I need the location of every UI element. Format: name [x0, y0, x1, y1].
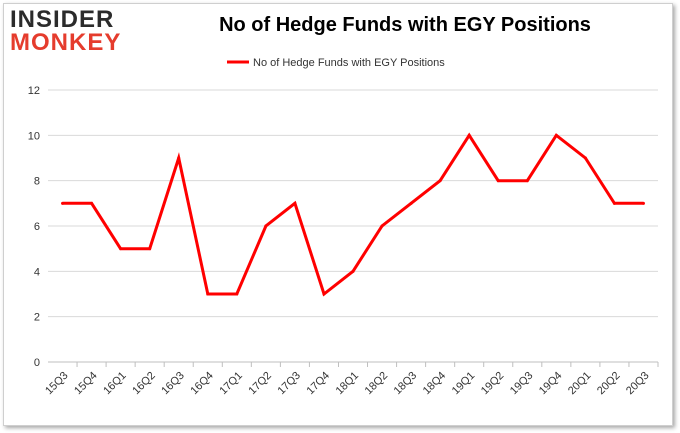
- y-tick-label: 2: [34, 312, 40, 324]
- x-tick-label: 18Q4: [421, 370, 449, 398]
- x-tick-label: 16Q3: [159, 370, 187, 398]
- x-tick-label: 19Q4: [537, 370, 565, 398]
- x-tick-label: 20Q3: [624, 370, 652, 398]
- x-tick-label: 17Q3: [276, 370, 304, 398]
- x-tick-label: 17Q2: [246, 370, 274, 398]
- legend: No of Hedge Funds with EGY Positions: [227, 57, 445, 69]
- gridlines: [48, 89, 658, 363]
- logo-line-2: MONKEY: [10, 29, 122, 56]
- data-point: [554, 133, 558, 137]
- data-point: [293, 201, 297, 205]
- chart-title: No of Hedge Funds with EGY Positions: [219, 14, 591, 36]
- data-point: [148, 247, 152, 251]
- data-point: [409, 201, 413, 205]
- x-tick-label: 16Q1: [101, 370, 129, 398]
- x-tick-label: 19Q2: [479, 370, 507, 398]
- x-tick-label: 19Q3: [508, 370, 536, 398]
- y-tick-label: 12: [28, 85, 40, 97]
- x-tick-label: 18Q2: [363, 370, 391, 398]
- data-point: [322, 292, 326, 296]
- logo-line-1: INSIDER: [10, 6, 115, 33]
- y-tick-label: 8: [34, 176, 40, 188]
- y-axis: 0 2 4 6 8 10 12: [28, 85, 40, 369]
- x-tick-label: 18Q3: [392, 370, 420, 398]
- x-axis: 15Q3 15Q4 16Q1 16Q2 16Q3 16Q4 17Q1 17Q2 17Q3 17Q4…: [43, 361, 659, 398]
- x-tick-label: 16Q2: [130, 370, 158, 398]
- data-point: [583, 156, 587, 160]
- data-point: [467, 133, 471, 137]
- series-layer: [61, 132, 645, 297]
- data-point: [235, 292, 239, 296]
- data-point: [525, 179, 529, 183]
- x-tick-label: 17Q4: [305, 370, 333, 398]
- y-tick-label: 6: [34, 221, 40, 233]
- x-tick-label: 20Q2: [595, 370, 623, 398]
- x-tick-label: 17Q1: [217, 370, 245, 398]
- x-tick-label: 16Q4: [188, 370, 216, 398]
- data-point: [90, 201, 94, 205]
- data-point: [264, 224, 268, 228]
- data-point: [351, 269, 355, 273]
- data-point: [61, 201, 65, 205]
- x-tick-label: 18Q1: [334, 370, 362, 398]
- x-tick-label: 15Q3: [43, 370, 71, 398]
- data-point: [496, 179, 500, 183]
- data-point: [380, 224, 384, 228]
- data-point: [206, 292, 210, 296]
- y-tick-label: 10: [28, 130, 40, 142]
- x-tick-label: 19Q1: [450, 370, 478, 398]
- data-point: [177, 156, 181, 160]
- x-tick-label: 15Q4: [72, 370, 100, 398]
- data-point: [119, 247, 123, 251]
- chart-frame: [3, 3, 673, 426]
- data-point: [612, 201, 616, 205]
- data-point: [438, 179, 442, 183]
- y-tick-label: 0: [34, 357, 40, 369]
- legend-label: No of Hedge Funds with EGY Positions: [253, 57, 445, 69]
- y-tick-label: 4: [34, 266, 40, 278]
- insider-monkey-logo: INSIDER MONKEY: [10, 8, 128, 56]
- x-tick-label: 20Q1: [566, 370, 594, 398]
- data-point: [641, 201, 645, 205]
